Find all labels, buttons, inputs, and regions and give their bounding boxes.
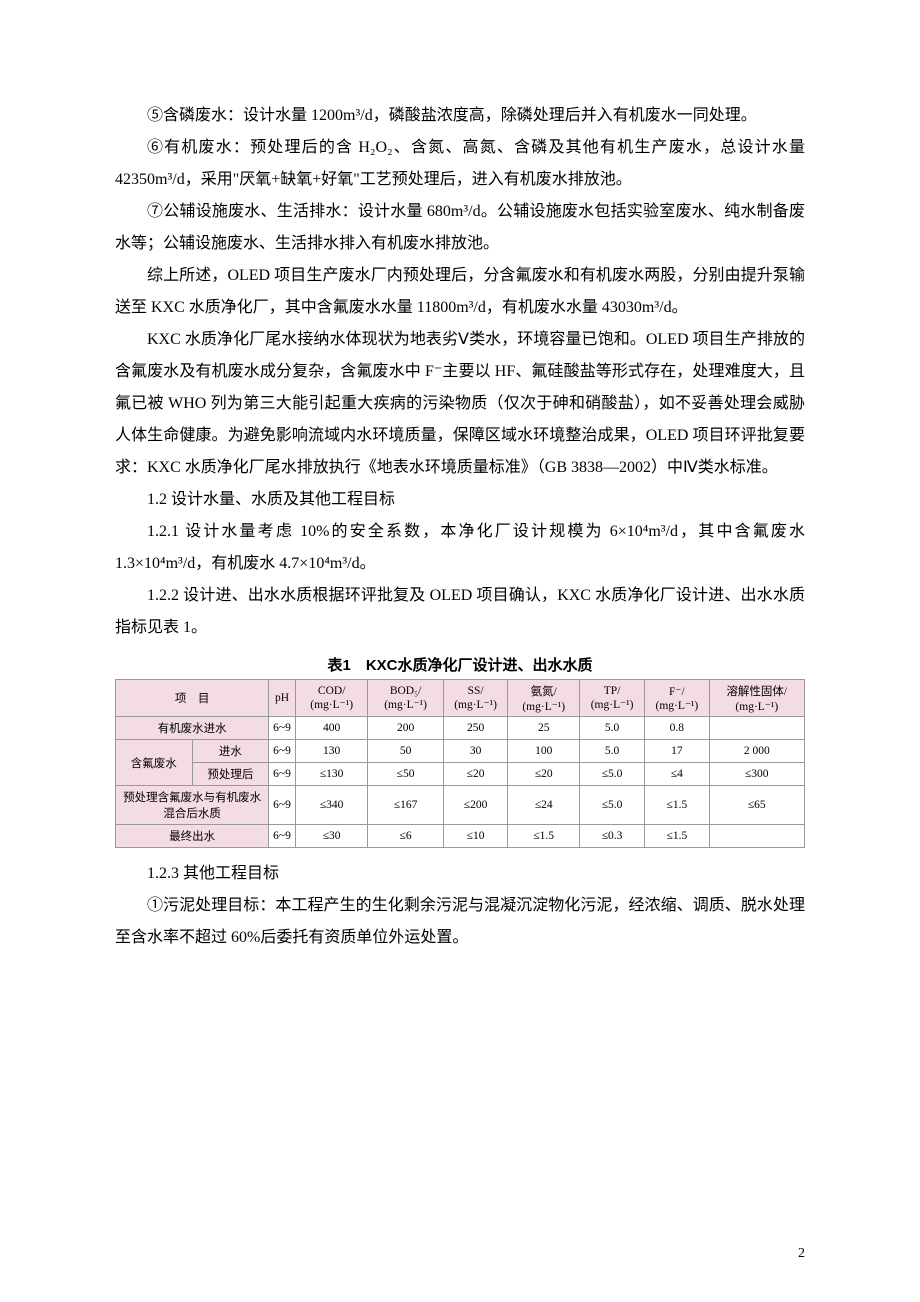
table-cell: 25 (508, 717, 580, 740)
heading-1-2-3: 1.2.3 其他工程目标 (115, 858, 805, 890)
table-cell: ≤1.5 (645, 786, 709, 825)
row-label: 最终出水 (116, 825, 269, 848)
table-cell: ≤300 (709, 763, 804, 786)
row-sublabel: 进水 (192, 740, 269, 763)
table-cell: 2 000 (709, 740, 804, 763)
table-cell: 100 (508, 740, 580, 763)
document-page: ⑤含磷废水：设计水量 1200m³/d，磷酸盐浓度高，除磷处理后并入有机废水一同… (0, 0, 920, 1302)
table-cell: 17 (645, 740, 709, 763)
paragraph-summary: 综上所述，OLED 项目生产废水厂内预处理后，分含氟废水和有机废水两股，分别由提… (115, 260, 805, 324)
table-cell: 130 (295, 740, 368, 763)
table-cell: ≤167 (368, 786, 443, 825)
col-header-bod: BOD₅/ (mg·L⁻¹) (368, 680, 443, 717)
table-row: 有机废水进水 6~9 400 200 250 25 5.0 0.8 (116, 717, 805, 740)
col-header-tp: TP/ (mg·L⁻¹) (580, 680, 645, 717)
col-header-ss: SS/ (mg·L⁻¹) (443, 680, 508, 717)
table-cell: ≤5.0 (580, 763, 645, 786)
table-cell: ≤20 (443, 763, 508, 786)
table-cell: ≤50 (368, 763, 443, 786)
paragraph-background: KXC 水质净化厂尾水接纳水体现状为地表劣Ⅴ类水，环境容量已饱和。OLED 项目… (115, 324, 805, 484)
table-cell: 6~9 (269, 717, 296, 740)
table-cell: ≤20 (508, 763, 580, 786)
page-number: 2 (798, 1246, 805, 1262)
col-header-cod: COD/ (mg·L⁻¹) (295, 680, 368, 717)
table-cell: ≤340 (295, 786, 368, 825)
col-header-ph: pH (269, 680, 296, 717)
table-cell: ≤10 (443, 825, 508, 848)
table-cell: 400 (295, 717, 368, 740)
paragraph-1-2-2: 1.2.2 设计进、出水水质根据环评批复及 OLED 项目确认，KXC 水质净化… (115, 580, 805, 644)
row-sublabel: 预处理后 (192, 763, 269, 786)
table-cell: 200 (368, 717, 443, 740)
row-label: 含氟废水 (116, 740, 193, 786)
table-cell: ≤6 (368, 825, 443, 848)
table-row: 含氟废水 进水 6~9 130 50 30 100 5.0 17 2 000 (116, 740, 805, 763)
paragraph-sludge: ①污泥处理目标：本工程产生的生化剩余污泥与混凝沉淀物化污泥，经浓缩、调质、脱水处… (115, 890, 805, 954)
col-header-nh3n: 氨氮/ (mg·L⁻¹) (508, 680, 580, 717)
table-cell: 6~9 (269, 786, 296, 825)
table-header-row: 项 目 pH COD/ (mg·L⁻¹) BOD₅/ (mg·L⁻¹) SS/ … (116, 680, 805, 717)
col-header-tds: 溶解性固体/ (mg·L⁻¹) (709, 680, 804, 717)
table-row: 预处理后 6~9 ≤130 ≤50 ≤20 ≤20 ≤5.0 ≤4 ≤300 (116, 763, 805, 786)
row-label: 预处理含氟废水与有机废水混合后水质 (116, 786, 269, 825)
table-cell: 5.0 (580, 740, 645, 763)
table-row: 最终出水 6~9 ≤30 ≤6 ≤10 ≤1.5 ≤0.3 ≤1.5 (116, 825, 805, 848)
row-label: 有机废水进水 (116, 717, 269, 740)
table-cell: ≤1.5 (508, 825, 580, 848)
water-quality-table: 项 目 pH COD/ (mg·L⁻¹) BOD₅/ (mg·L⁻¹) SS/ … (115, 679, 805, 848)
table-cell: 250 (443, 717, 508, 740)
paragraph-6: ⑥有机废水：预处理后的含 H₂O₂、含氮、高氮、含磷及其他有机生产废水，总设计水… (115, 132, 805, 196)
table-cell: ≤5.0 (580, 786, 645, 825)
table-cell: ≤65 (709, 786, 804, 825)
table-cell (709, 825, 804, 848)
col-header-f: F⁻/ (mg·L⁻¹) (645, 680, 709, 717)
table-cell: 6~9 (269, 740, 296, 763)
col-header-item: 项 目 (116, 680, 269, 717)
table-row: 预处理含氟废水与有机废水混合后水质 6~9 ≤340 ≤167 ≤200 ≤24… (116, 786, 805, 825)
table-cell (709, 717, 804, 740)
table-cell: 50 (368, 740, 443, 763)
table-cell: ≤30 (295, 825, 368, 848)
heading-1-2: 1.2 设计水量、水质及其他工程目标 (115, 484, 805, 516)
paragraph-1-2-1: 1.2.1 设计水量考虑 10%的安全系数，本净化厂设计规模为 6×10⁴m³/… (115, 516, 805, 580)
table-cell: 6~9 (269, 763, 296, 786)
table-cell: ≤4 (645, 763, 709, 786)
table-cell: 6~9 (269, 825, 296, 848)
table-cell: ≤1.5 (645, 825, 709, 848)
table-cell: ≤130 (295, 763, 368, 786)
table-caption: 表1 KXC水质净化厂设计进、出水水质 (115, 654, 805, 675)
table-cell: 30 (443, 740, 508, 763)
table-cell: 5.0 (580, 717, 645, 740)
table-cell: ≤200 (443, 786, 508, 825)
paragraph-5: ⑤含磷废水：设计水量 1200m³/d，磷酸盐浓度高，除磷处理后并入有机废水一同… (115, 100, 805, 132)
table-cell: ≤24 (508, 786, 580, 825)
paragraph-7: ⑦公辅设施废水、生活排水：设计水量 680m³/d。公辅设施废水包括实验室废水、… (115, 196, 805, 260)
table-cell: 0.8 (645, 717, 709, 740)
table-cell: ≤0.3 (580, 825, 645, 848)
